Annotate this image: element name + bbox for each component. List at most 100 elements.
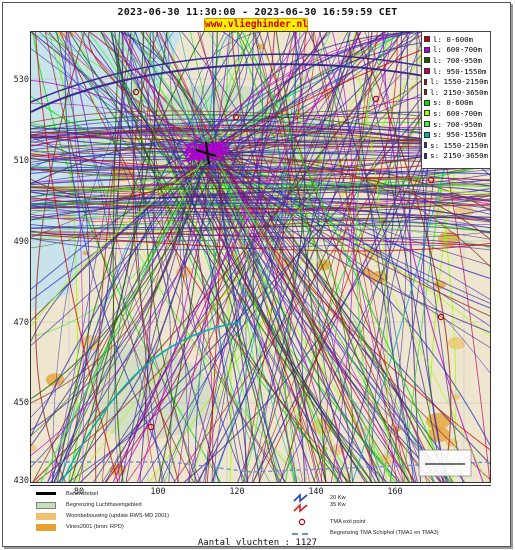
flight-track bbox=[216, 142, 377, 482]
flight-track bbox=[100, 32, 411, 482]
legend-label: l: 2150-3650m bbox=[430, 87, 488, 97]
flight-track bbox=[31, 158, 209, 436]
flight-track bbox=[50, 32, 328, 482]
tma-exit-point bbox=[372, 95, 380, 103]
flight-track bbox=[51, 32, 136, 482]
x-tick-label: 160 bbox=[387, 487, 403, 497]
legend-swatch bbox=[424, 57, 430, 64]
flight-track bbox=[181, 32, 353, 482]
flight-track bbox=[199, 32, 304, 482]
flight-track bbox=[190, 32, 398, 482]
flight-track bbox=[31, 165, 490, 187]
legend-label: l: 950-1550m bbox=[433, 66, 487, 76]
legend-label: s: 1550-2150m bbox=[430, 140, 488, 150]
flight-track bbox=[137, 32, 231, 482]
flight-track bbox=[198, 32, 404, 160]
tma-exit-point bbox=[147, 423, 155, 431]
flight-track bbox=[319, 32, 406, 482]
flight-track bbox=[34, 32, 119, 482]
flight-track bbox=[275, 32, 327, 482]
flight-track bbox=[166, 32, 191, 482]
y-tick-label: 450 bbox=[13, 398, 29, 408]
flight-track bbox=[148, 32, 433, 482]
tma-exit-point-icon bbox=[298, 518, 306, 526]
map-legend: Banenstelsel Begrenzing Luchthavengebied… bbox=[30, 485, 491, 541]
flight-track bbox=[220, 32, 414, 148]
flight-track bbox=[31, 183, 490, 191]
flight-track bbox=[57, 149, 203, 482]
legend-item: l: 0-600m bbox=[424, 34, 488, 45]
flight-track bbox=[355, 32, 452, 482]
flight-track bbox=[202, 152, 490, 280]
legend-item: s: 600-700m bbox=[424, 108, 488, 119]
runway bbox=[195, 149, 217, 157]
flight-track bbox=[355, 32, 392, 482]
flight-track bbox=[31, 142, 218, 418]
flight-track bbox=[346, 32, 389, 482]
tma-exit-point bbox=[427, 176, 435, 184]
flight-track bbox=[31, 214, 490, 233]
wind-label-a: 20 Kw bbox=[330, 495, 346, 501]
flight-track bbox=[203, 154, 413, 482]
flight-track bbox=[134, 32, 249, 482]
legend-label: s: 0-600m bbox=[433, 98, 474, 108]
flight-track bbox=[59, 32, 350, 482]
site-badge-link[interactable]: www.vlieghinder.nl bbox=[204, 18, 308, 32]
wind-icon bbox=[293, 493, 308, 513]
hub-track bbox=[185, 145, 189, 159]
legend-item: s: 2150-3650m bbox=[424, 151, 488, 162]
flight-track bbox=[40, 154, 205, 482]
legend-swatch bbox=[424, 78, 428, 85]
legend-item: s: 700-950m bbox=[424, 119, 488, 130]
legend-item: l: 1550-2150m bbox=[424, 76, 488, 87]
flight-track bbox=[111, 32, 337, 482]
flight-track-map[interactable] bbox=[30, 31, 491, 483]
tma-boundary bbox=[31, 461, 490, 473]
flight-track bbox=[251, 32, 284, 482]
legend-item: s: 950-1550m bbox=[424, 129, 488, 140]
legend-swatch bbox=[424, 152, 428, 159]
flight-track bbox=[31, 196, 490, 221]
flight-track bbox=[31, 34, 201, 150]
x-tick-label: 120 bbox=[229, 487, 245, 497]
flight-track bbox=[80, 32, 312, 482]
legend-swatch bbox=[424, 36, 430, 43]
airport-boundary-swatch bbox=[36, 502, 56, 509]
flight-count: Aantal vluchten : 1127 bbox=[197, 538, 318, 548]
legend-label: l: 700-950m bbox=[433, 55, 482, 65]
hub-track bbox=[217, 151, 223, 161]
flight-track bbox=[294, 32, 398, 482]
legend-swatch bbox=[424, 110, 430, 117]
flight-track bbox=[142, 32, 287, 482]
flight-track bbox=[206, 32, 404, 157]
flight-track bbox=[64, 32, 176, 482]
flight-track bbox=[207, 150, 343, 482]
runway-swatch bbox=[36, 492, 56, 495]
flight-track bbox=[31, 159, 203, 209]
tma-boundary-label: Begrenzing TMA Schiphol (TMA1 en TMA3) bbox=[330, 530, 439, 536]
legend-item: l: 700-950m bbox=[424, 55, 488, 66]
flight-track bbox=[31, 185, 490, 202]
flight-track bbox=[130, 32, 394, 482]
housing-area bbox=[31, 444, 37, 453]
tma-exit-label: TMA exit point bbox=[330, 519, 366, 525]
flight-track bbox=[57, 32, 205, 482]
housing-label: Woonbebouwing (update RWS-MD 2001) bbox=[66, 513, 170, 519]
flight-track bbox=[52, 32, 174, 482]
legend-label: l: 0-600m bbox=[433, 34, 474, 44]
legend-item: s: 1550-2150m bbox=[424, 140, 488, 151]
flight-track bbox=[187, 32, 321, 482]
flight-track bbox=[60, 32, 452, 482]
flight-track bbox=[211, 32, 389, 482]
flight-track bbox=[158, 32, 411, 482]
flight-track bbox=[103, 32, 431, 482]
flight-track bbox=[132, 32, 180, 482]
vinex-label: Vinex2001 (bron: RPD) bbox=[66, 524, 124, 530]
flight-track bbox=[208, 32, 436, 482]
flight-track bbox=[31, 198, 490, 208]
hub-track bbox=[184, 152, 200, 162]
legend-swatch bbox=[424, 89, 428, 96]
flight-track bbox=[212, 32, 286, 482]
sea-area bbox=[31, 32, 181, 312]
tma-boundary-swatch bbox=[292, 533, 308, 535]
